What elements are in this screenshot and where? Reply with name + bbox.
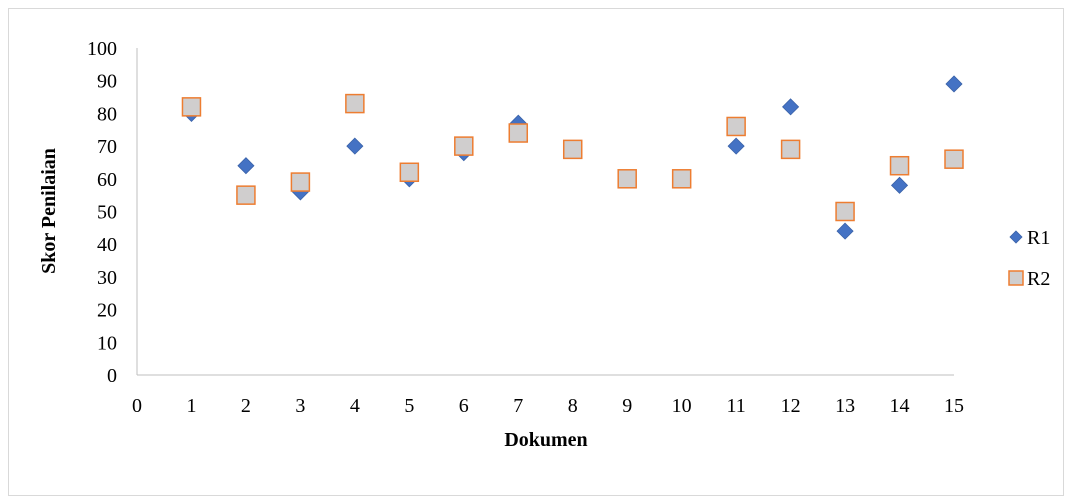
x-tick-label: 8 (568, 395, 578, 417)
legend-label-r1: R1 (1027, 227, 1050, 249)
data-point-r2 (181, 97, 202, 117)
data-point-r2 (780, 139, 801, 160)
axes (136, 48, 954, 376)
data-point-r1 (945, 75, 963, 93)
y-tick-label: 10 (97, 332, 117, 354)
chart-frame (8, 8, 1064, 496)
x-tick-label: 10 (672, 395, 692, 417)
y-tick-label: 50 (97, 202, 117, 224)
legend-marker-r1 (1009, 230, 1023, 244)
y-tick-label: 30 (97, 267, 117, 289)
x-tick-label: 4 (350, 395, 360, 417)
y-tick-label: 100 (87, 38, 117, 60)
data-points (181, 75, 964, 240)
data-point-r1 (782, 98, 800, 116)
data-point-r2 (889, 155, 910, 176)
data-point-r2 (290, 172, 311, 192)
data-point-r1 (836, 222, 854, 240)
y-tick-label: 90 (97, 71, 117, 93)
legend: R1 R2 (1008, 227, 1050, 290)
y-tick-label: 0 (107, 365, 117, 387)
y-tick-label: 80 (97, 103, 117, 125)
x-tick-label: 7 (513, 395, 523, 417)
x-tick-label: 11 (727, 395, 746, 417)
x-tick-label: 1 (186, 395, 196, 417)
x-tick-labels: 0 1 2 3 4 5 6 7 8 9 10 11 12 13 14 15 (132, 395, 964, 417)
data-point-r1 (346, 137, 364, 155)
x-tick-label: 13 (835, 395, 855, 417)
x-tick-label: 2 (241, 395, 251, 417)
data-point-r2 (671, 169, 692, 189)
legend-marker-r2 (1008, 270, 1024, 286)
x-tick-label: 6 (459, 395, 469, 417)
data-point-r2 (562, 139, 583, 160)
data-point-r2 (726, 116, 746, 137)
x-tick-label: 3 (295, 395, 305, 417)
y-tick-label: 60 (97, 169, 117, 191)
legend-label-r2: R2 (1027, 268, 1050, 290)
data-point-r2 (617, 169, 637, 189)
data-point-r2 (454, 136, 474, 156)
data-point-r2 (835, 201, 855, 222)
data-point-r2 (236, 185, 256, 205)
x-tick-label: 15 (944, 395, 964, 417)
data-point-r2 (944, 149, 964, 169)
x-tick-label: 0 (132, 395, 142, 417)
y-tick-label: 20 (97, 300, 117, 322)
x-tick-label: 14 (890, 395, 910, 417)
y-tick-labels: 0 10 20 30 40 50 60 70 80 90 100 (87, 38, 117, 387)
data-point-r2 (345, 93, 365, 114)
series-r2 (181, 93, 964, 222)
y-axis-title: Skor Penilaian (38, 148, 60, 274)
x-tick-label: 12 (781, 395, 801, 417)
data-point-r2 (508, 123, 529, 143)
y-tick-label: 40 (97, 234, 117, 256)
data-point-r1 (237, 157, 255, 175)
y-tick-label: 70 (97, 136, 117, 158)
x-axis-title: Dokumen (504, 429, 587, 451)
data-point-r1 (727, 137, 745, 155)
x-tick-label: 9 (622, 395, 632, 417)
data-point-r2 (399, 162, 420, 183)
data-point-r1 (890, 176, 909, 194)
x-tick-label: 5 (404, 395, 414, 417)
